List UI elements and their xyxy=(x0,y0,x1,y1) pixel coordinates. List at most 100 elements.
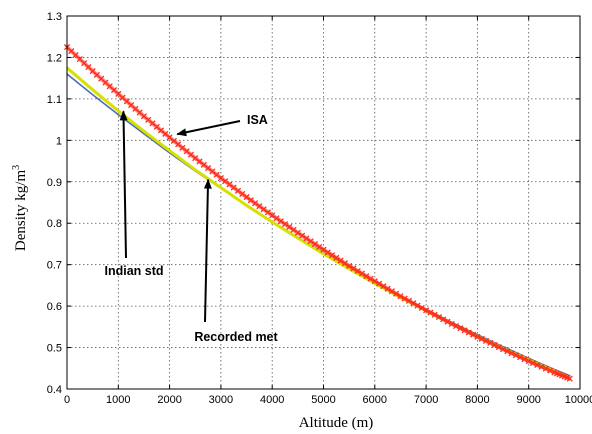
plot-area xyxy=(67,16,580,389)
data-point-indian-std xyxy=(245,204,248,207)
series-group xyxy=(63,44,573,382)
data-point-isa xyxy=(542,365,549,372)
data-point-isa xyxy=(256,203,263,210)
x-tick-label: 0 xyxy=(64,394,70,406)
data-point-isa xyxy=(538,363,545,370)
x-tick-label: 7000 xyxy=(414,394,438,406)
y-axis-label-superscript: 3 xyxy=(11,165,22,170)
data-point-isa xyxy=(470,331,477,338)
data-point-isa xyxy=(341,260,348,267)
data-point-isa xyxy=(363,273,370,280)
axis-ticks: 0 1000 2000 3000 4000 5000 6000 7000 8000 9000 100… xyxy=(47,11,592,406)
data-point-indian-std xyxy=(168,149,171,152)
data-point-recorded-met xyxy=(117,113,120,116)
x-tick-label: 3000 xyxy=(209,394,233,406)
data-point-isa xyxy=(230,184,237,191)
data-point-isa xyxy=(252,200,259,207)
data-point-isa xyxy=(200,161,207,168)
data-point-isa xyxy=(547,367,554,374)
data-point-isa xyxy=(517,354,524,361)
data-point-isa xyxy=(286,223,293,231)
annotation-isa: ISA xyxy=(176,113,268,137)
data-point-isa xyxy=(495,344,502,351)
data-point-isa xyxy=(303,235,310,242)
x-tick-label: 5000 xyxy=(311,394,335,406)
data-point-isa xyxy=(234,187,242,194)
data-point-isa xyxy=(213,171,220,178)
y-tick-label: 1.1 xyxy=(47,94,62,106)
data-point-indian-std xyxy=(194,168,197,171)
data-point-isa xyxy=(222,178,229,185)
data-point-isa xyxy=(281,220,289,228)
data-point-indian-std xyxy=(297,237,299,239)
data-point-isa xyxy=(440,316,447,323)
y-axis-label: Density kg/m3 xyxy=(11,165,29,251)
y-tick-label: 0.4 xyxy=(47,384,62,396)
x-tick-label: 9000 xyxy=(516,394,540,406)
data-point-isa xyxy=(435,314,442,321)
data-point-isa xyxy=(217,174,224,182)
data-point-isa xyxy=(384,285,391,292)
data-point-isa xyxy=(243,194,250,201)
data-point-indian-std xyxy=(271,221,274,223)
data-point-isa xyxy=(294,229,301,236)
data-point-isa xyxy=(482,337,490,344)
y-tick-label: 1.2 xyxy=(47,52,62,64)
x-tick-label: 6000 xyxy=(363,394,387,406)
data-point-isa xyxy=(192,155,199,162)
y-axis-label-main: Density kg/m xyxy=(13,170,29,252)
data-point-isa xyxy=(226,181,233,188)
series-isa xyxy=(63,44,573,382)
data-point-isa xyxy=(316,243,323,250)
data-point-isa xyxy=(380,283,387,290)
data-point-isa xyxy=(405,297,413,304)
data-point-isa xyxy=(354,267,361,275)
data-point-isa xyxy=(491,342,498,349)
data-point-isa xyxy=(474,333,481,340)
data-point-isa xyxy=(196,158,203,165)
x-axis-label: Altitude (m) xyxy=(299,415,374,431)
data-point-isa xyxy=(290,226,297,233)
data-point-isa xyxy=(461,327,468,334)
data-point-isa xyxy=(324,249,331,256)
data-point-isa xyxy=(264,209,271,216)
annotation-label: ISA xyxy=(247,113,268,127)
data-point-isa xyxy=(457,325,464,332)
data-point-isa xyxy=(269,212,276,219)
annotation-arrow xyxy=(203,178,212,323)
data-point-isa xyxy=(444,318,451,325)
annotation-label: Recorded met xyxy=(194,330,278,344)
x-tick-label: 8000 xyxy=(465,394,489,406)
data-point-recorded-met xyxy=(91,93,94,96)
y-tick-label: 1.3 xyxy=(47,11,62,23)
data-point-isa xyxy=(499,346,507,353)
data-point-isa xyxy=(410,300,417,307)
annotations: ISA Indian std Recorded met xyxy=(104,110,279,344)
data-point-isa xyxy=(418,304,425,311)
data-point-isa xyxy=(376,280,383,287)
data-point-isa xyxy=(452,323,460,330)
data-point-isa xyxy=(448,320,455,327)
data-point-isa xyxy=(521,356,528,363)
data-point-isa xyxy=(397,293,404,300)
y-tick-label: 1 xyxy=(56,135,62,147)
data-point-isa xyxy=(337,257,344,264)
data-point-isa xyxy=(529,360,537,367)
data-point-isa xyxy=(525,358,532,365)
data-point-isa xyxy=(431,311,438,318)
data-point-isa xyxy=(465,329,472,336)
annotation-recorded-met: Recorded met xyxy=(194,178,279,344)
data-point-isa xyxy=(478,335,485,342)
y-tick-label: 0.8 xyxy=(47,218,62,230)
data-point-isa xyxy=(205,165,212,172)
data-point-isa xyxy=(307,238,314,245)
data-point-isa xyxy=(534,361,541,369)
data-point-isa xyxy=(423,307,430,314)
y-tick-label: 0.9 xyxy=(47,177,62,189)
data-point-isa xyxy=(239,190,246,197)
y-tick-label: 0.5 xyxy=(47,343,62,355)
data-point-isa xyxy=(566,375,573,382)
data-point-isa xyxy=(388,288,395,295)
